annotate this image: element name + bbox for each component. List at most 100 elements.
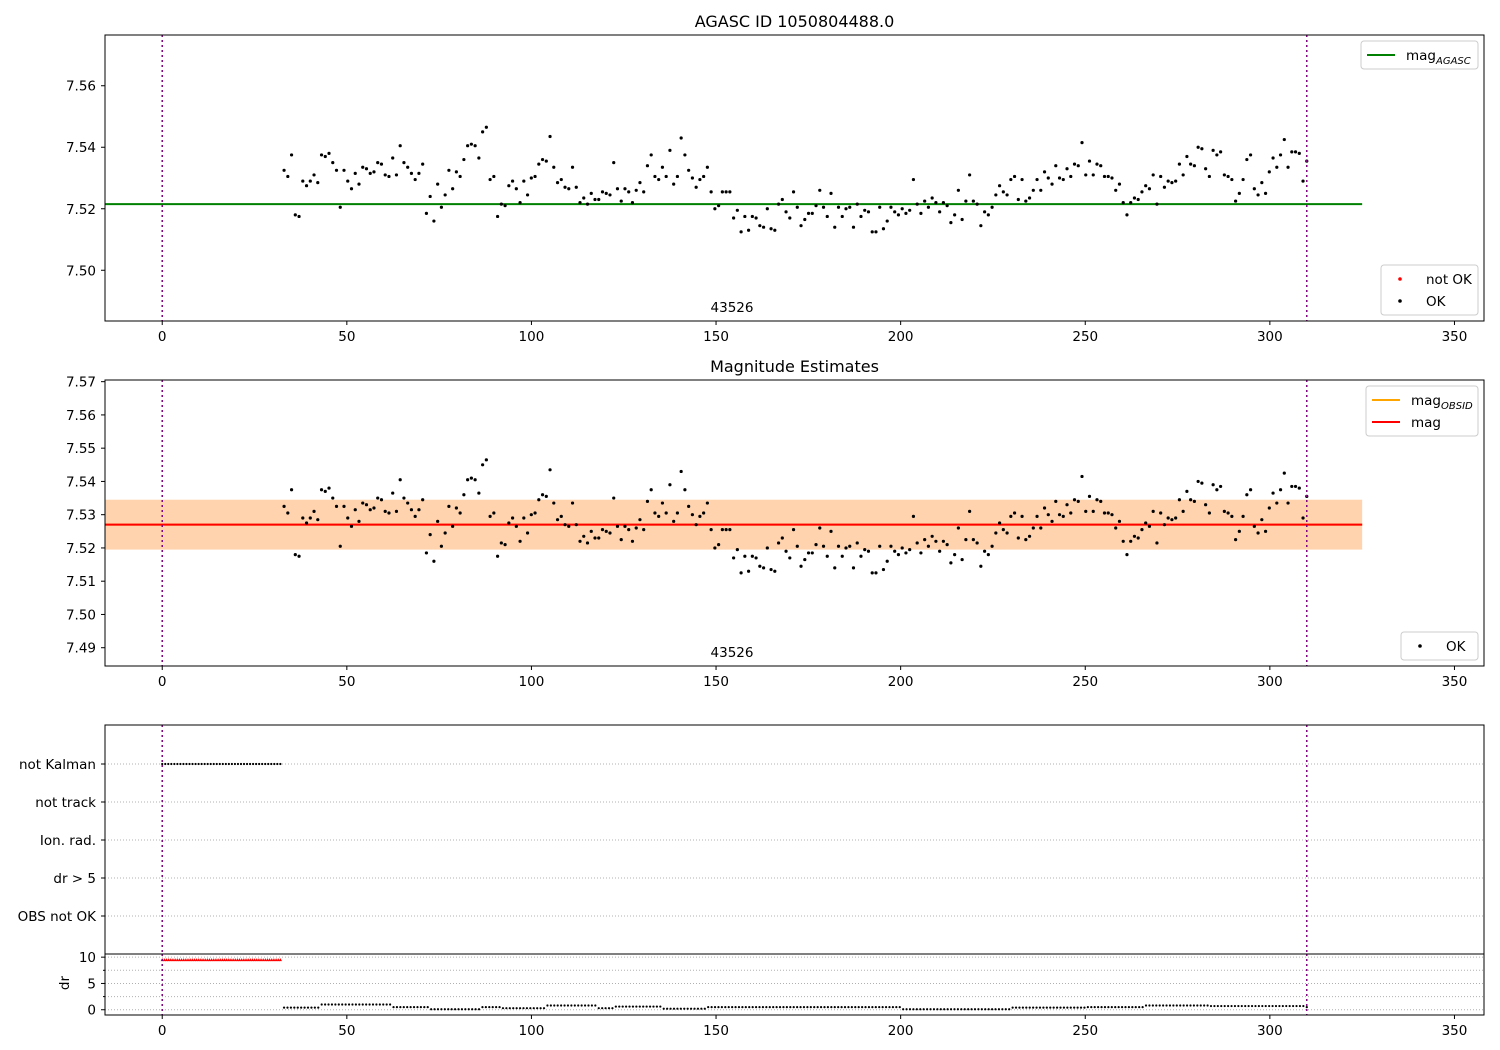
data-point xyxy=(1072,162,1077,166)
dr-point xyxy=(594,1004,597,1007)
dr-point xyxy=(471,1008,474,1011)
data-point xyxy=(675,511,680,515)
dr-point xyxy=(317,1006,320,1009)
flag-point xyxy=(182,762,185,766)
data-point xyxy=(1114,188,1118,192)
dr-point xyxy=(447,1008,450,1011)
data-point xyxy=(630,539,635,543)
data-point xyxy=(1252,187,1256,191)
data-point xyxy=(784,549,788,553)
dr-point xyxy=(464,1008,467,1011)
data-point xyxy=(709,528,713,532)
data-point xyxy=(582,196,586,200)
dr-outlier-marker xyxy=(205,958,209,962)
dr-point xyxy=(806,1006,809,1009)
dr-point xyxy=(1257,1004,1260,1008)
data-point xyxy=(938,549,942,553)
data-point xyxy=(668,483,672,487)
data-point xyxy=(1091,509,1095,513)
legend-label: mag xyxy=(1411,415,1441,431)
data-point xyxy=(645,164,650,168)
data-point xyxy=(836,544,841,548)
dr-outlier-marker xyxy=(274,958,278,962)
data-point xyxy=(990,205,994,209)
dr-point xyxy=(997,1008,1001,1011)
data-point xyxy=(323,489,327,494)
data-point xyxy=(1252,524,1256,528)
data-point xyxy=(986,213,990,217)
data-point xyxy=(941,539,945,543)
dr-point xyxy=(672,1007,676,1010)
y-tick-label: 7.56 xyxy=(66,408,96,424)
dr-point xyxy=(1134,1006,1137,1009)
data-point xyxy=(806,551,811,555)
data-point xyxy=(548,134,552,139)
data-point xyxy=(1016,197,1020,202)
dr-point xyxy=(1220,1004,1223,1008)
data-point xyxy=(334,504,339,508)
data-point xyxy=(458,511,462,515)
panel-2-annotation: 43526 xyxy=(711,645,754,661)
data-point xyxy=(1110,513,1114,517)
data-point xyxy=(1170,181,1174,185)
data-point xyxy=(578,201,582,205)
data-point xyxy=(612,161,616,165)
dr-point xyxy=(1155,1004,1158,1007)
data-point xyxy=(717,543,721,547)
data-point xyxy=(848,544,852,548)
dr-point xyxy=(306,1006,310,1009)
dr-point xyxy=(833,1006,836,1009)
data-point xyxy=(507,521,511,525)
data-point xyxy=(761,225,766,229)
data-point xyxy=(1282,471,1286,475)
dr-outlier-marker xyxy=(229,958,233,962)
data-point xyxy=(383,173,387,177)
data-point xyxy=(413,514,417,518)
dr-outlier-marker xyxy=(207,958,212,962)
legend-label: OK xyxy=(1426,294,1447,310)
data-point xyxy=(761,566,766,570)
dr-point xyxy=(758,1006,761,1009)
data-point xyxy=(510,516,515,520)
dr-point xyxy=(351,1003,354,1006)
data-point xyxy=(623,524,627,528)
dr-point xyxy=(888,1006,891,1009)
flag-point xyxy=(261,762,264,766)
x-tick-label: 200 xyxy=(888,674,914,690)
data-point xyxy=(855,202,859,206)
dr-point xyxy=(953,1008,956,1011)
data-point xyxy=(848,205,852,209)
dr-point xyxy=(765,1006,768,1009)
dr-point xyxy=(573,1004,576,1007)
data-point xyxy=(604,529,608,533)
data-point xyxy=(376,161,380,165)
flag-point xyxy=(197,762,200,766)
dr-outlier-marker xyxy=(237,958,242,962)
y-tick-label: 7.57 xyxy=(66,375,96,391)
dr-outlier-marker xyxy=(240,958,244,962)
dr-point xyxy=(710,1006,713,1009)
data-point xyxy=(316,181,320,185)
data-point xyxy=(1162,523,1167,527)
dr-outlier-marker xyxy=(212,958,216,962)
data-point xyxy=(754,216,758,220)
data-point xyxy=(900,546,904,550)
data-point xyxy=(1241,177,1245,182)
data-point xyxy=(1271,156,1275,160)
data-point xyxy=(349,187,354,191)
data-point xyxy=(342,168,346,172)
flag-point xyxy=(227,762,230,766)
data-point xyxy=(593,197,597,202)
data-point xyxy=(814,543,818,547)
dr-point xyxy=(382,1003,385,1006)
data-point xyxy=(1046,176,1050,180)
dr-point xyxy=(881,1006,884,1009)
dr-outlier-marker xyxy=(259,958,263,962)
dr-point xyxy=(1285,1004,1288,1008)
dr-point xyxy=(1185,1004,1189,1007)
data-point xyxy=(1267,506,1271,510)
dr-point xyxy=(751,1006,754,1009)
data-point xyxy=(615,187,620,191)
dr-point xyxy=(960,1008,963,1011)
dr-point xyxy=(313,1006,316,1009)
